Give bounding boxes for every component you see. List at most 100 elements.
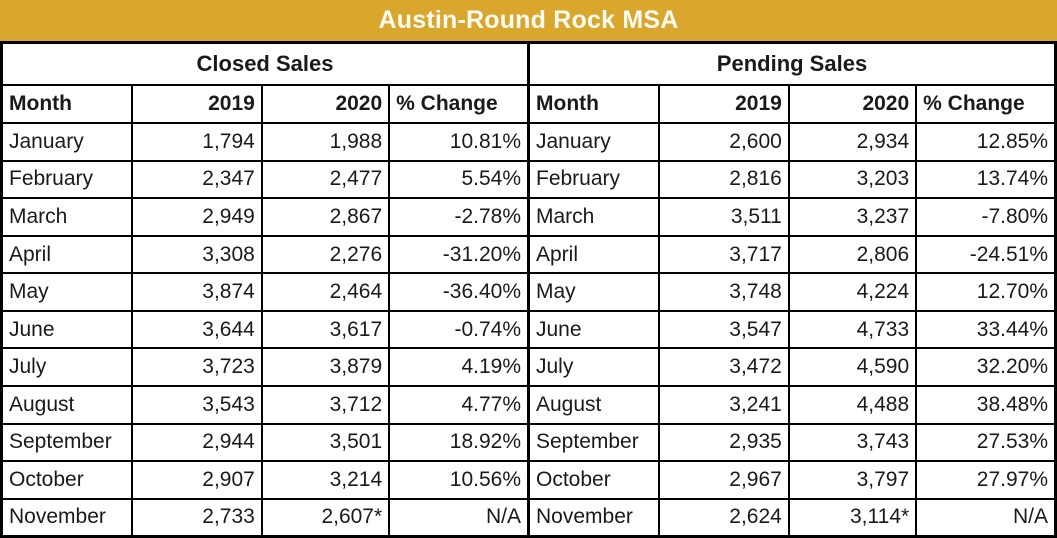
pending-sales-table: Pending Sales Month 2019 2020% Change Janu…	[527, 44, 1054, 535]
table-row: July 3,472 4,590 32.20%	[530, 348, 1054, 388]
table-row: August 3,543 3,712 4.77%	[3, 386, 527, 425]
value-cell: 2,477	[261, 160, 391, 200]
value-cell: 3,723	[132, 348, 263, 388]
month-cell: October	[3, 461, 134, 500]
value-cell: N/A	[1012, 505, 1048, 529]
value-cell: 4.19%	[389, 348, 527, 388]
value-cell: -24.51%	[916, 235, 1054, 275]
value-cell: 2,935	[659, 423, 790, 463]
value-cell: 4,733	[788, 310, 918, 350]
month-cell: November	[3, 498, 134, 535]
table-row: March 3,511 3,237 -7.80%	[530, 198, 1054, 237]
value-cell: 18.92%	[389, 423, 527, 463]
value-cell: 3,472	[659, 348, 790, 388]
value-cell: 12.70%	[916, 273, 1054, 312]
data-table: Closed Sales Month 2019 2020% Change Janua…	[3, 44, 527, 535]
value-cell: 12.85%	[916, 123, 1054, 162]
table-row: May 3,874 2,464 -36.40%	[3, 273, 527, 312]
page-title: Austin-Round Rock MSA	[378, 6, 679, 34]
value-cell: 2,347	[132, 160, 263, 200]
column-header-row: Month 2019 2020% Change	[3, 85, 527, 124]
value-cell: 3,308	[132, 235, 263, 275]
column-header-2020: 2020	[261, 85, 391, 124]
value-cell: 2,934	[788, 123, 918, 162]
month-cell: July	[530, 348, 661, 388]
table-row: June 3,547 4,733 33.44%	[530, 310, 1054, 350]
table-row: May 3,748 4,224 12.70%	[530, 273, 1054, 312]
value-cell: 4.77%	[389, 386, 527, 425]
table-row: October 2,967 3,797 27.97%	[530, 461, 1054, 500]
column-header-2019: 2019	[659, 85, 790, 124]
table-row: April 3,308 2,276 -31.20%	[3, 235, 527, 275]
value-cell: 27.97%	[916, 461, 1054, 500]
month-cell: July	[3, 348, 134, 388]
month-cell: August	[3, 386, 134, 425]
section-title: Pending Sales	[530, 44, 1054, 86]
month-cell: September	[530, 423, 661, 463]
section-title: Closed Sales	[3, 44, 527, 86]
month-cell: February	[3, 160, 134, 200]
value-cell: 3,241	[659, 386, 790, 425]
value-cell: 2,733	[132, 498, 263, 535]
table-body: January 1,794 1,988 10.81% February 2,347 2,47…	[3, 123, 527, 535]
column-header-2020: 2020	[788, 85, 918, 124]
month-cell: November	[530, 498, 661, 535]
value-cell: 3,543	[132, 386, 263, 425]
table-row: June 3,644 3,617 -0.74%	[3, 310, 527, 350]
value-cell: 5.54%	[389, 160, 527, 200]
value-cell: 3,879	[261, 348, 391, 388]
value-cell: 3,712	[261, 386, 391, 425]
month-cell: March	[3, 198, 134, 237]
table-row: January 1,794 1,988 10.81%	[3, 123, 527, 162]
table-row: February 2,347 2,477 5.54%	[3, 160, 527, 200]
month-cell: May	[530, 273, 661, 312]
value-cell: 2,867	[261, 198, 391, 237]
value-cell: 4,590	[788, 348, 918, 388]
value-cell: 3,511	[659, 198, 790, 237]
value-cell: 2,967	[659, 461, 790, 500]
value-cell: -2.78%	[389, 198, 527, 237]
value-cell: 3,743	[788, 423, 918, 463]
value-cell: 2,600	[659, 123, 790, 162]
table-row: August 3,241 4,488 38.48%	[530, 386, 1054, 425]
value-cell: 1,988	[261, 123, 391, 162]
month-cell: February	[530, 160, 661, 200]
value-cell: 27.53%	[916, 423, 1054, 463]
value-cell: 3,644	[132, 310, 263, 350]
month-cell: September	[3, 423, 134, 463]
month-cell: January	[3, 123, 134, 162]
value-cell: 4,488	[788, 386, 918, 425]
section-header-row: Pending Sales	[530, 44, 1054, 86]
month-cell: March	[530, 198, 661, 237]
value-cell: 2,806	[788, 235, 918, 275]
data-table: Pending Sales Month 2019 2020% Change Janu…	[530, 44, 1054, 535]
column-header--change: % Change	[389, 85, 527, 124]
tables-container: Closed Sales Month 2019 2020% Change Janua…	[0, 41, 1057, 538]
value-cell: 33.44%	[916, 310, 1054, 350]
value-cell: 2,624	[659, 498, 790, 535]
value-cell: 13.74%	[916, 160, 1054, 200]
column-header-month: Month	[530, 85, 661, 124]
table-row: November 2,624 3,114* N/A	[530, 498, 1054, 535]
value-cell: 3,547	[659, 310, 790, 350]
column-header-month: Month	[3, 85, 134, 124]
value-cell: 2,944	[132, 423, 263, 463]
month-cell: April	[3, 235, 134, 275]
value-cell: 2,907	[132, 461, 263, 500]
month-cell: June	[530, 310, 661, 350]
value-cell: 32.20%	[916, 348, 1054, 388]
column-header-2019: 2019	[132, 85, 263, 124]
column-header-row: Month 2019 2020% Change	[530, 85, 1054, 124]
value-cell: 3,203	[788, 160, 918, 200]
month-cell: May	[3, 273, 134, 312]
value-cell: 3,797	[788, 461, 918, 500]
month-cell: October	[530, 461, 661, 500]
value-cell: 3,617	[261, 310, 391, 350]
table-row: October 2,907 3,214 10.56%	[3, 461, 527, 500]
table-row: April 3,717 2,806 -24.51%	[530, 235, 1054, 275]
value-cell: 4,224	[788, 273, 918, 312]
table-row: January 2,600 2,934 12.85%	[530, 123, 1054, 162]
value-cell: -31.20%	[389, 235, 527, 275]
value-cell: 2,464	[261, 273, 391, 312]
